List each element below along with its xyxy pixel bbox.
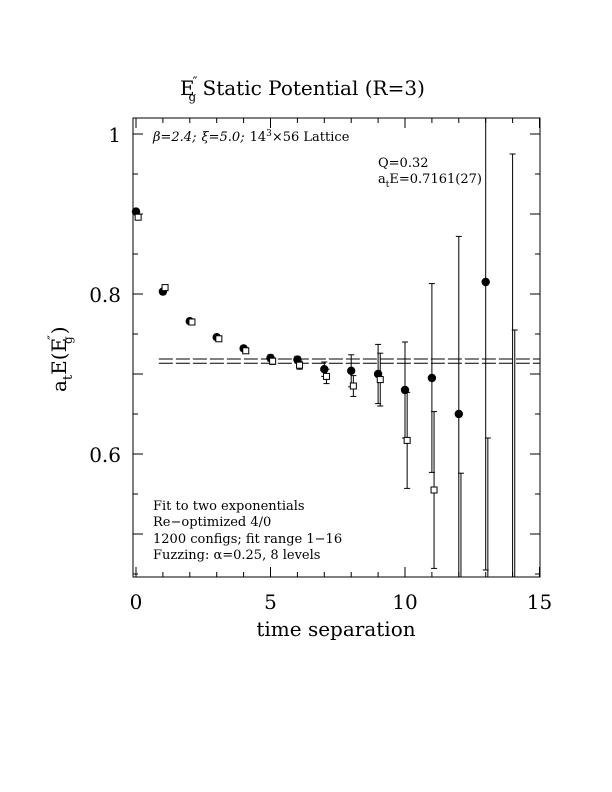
data-point — [296, 361, 304, 369]
y-tick-label: 0.6 — [89, 443, 121, 467]
y-tick-labels: 0.6 0.8 1 — [89, 123, 121, 467]
note-4: Fuzzing: α=0.25, 8 levels — [153, 548, 320, 563]
data-point — [400, 385, 410, 395]
data-point — [403, 436, 411, 444]
plot-frame — [132, 117, 541, 578]
fit-energy-label: atE=0.7161(27) — [378, 172, 482, 190]
data-point — [269, 357, 277, 365]
data-point — [347, 366, 356, 375]
data-point — [322, 372, 330, 380]
note-3: 1200 configs; fit range 1−16 — [153, 532, 342, 547]
chart-title: E″ g Static Potential (R=3) — [180, 75, 425, 104]
data-point — [188, 318, 196, 326]
x-tick-label: 10 — [392, 590, 417, 614]
data-point — [242, 347, 250, 355]
note-2: Re−optimized 4/0 — [153, 515, 271, 530]
data-point — [215, 335, 223, 343]
fit-q-label: Q=0.32 — [378, 156, 429, 171]
axis-ticks — [133, 118, 540, 577]
x-tick-label: 0 — [130, 590, 143, 614]
data-series — [131, 118, 518, 577]
data-point — [427, 373, 437, 383]
y-tick-label: 1 — [108, 123, 121, 147]
y-tick-label: 0.8 — [89, 283, 121, 307]
x-axis-label: time separation — [256, 617, 415, 641]
data-point — [481, 277, 490, 287]
x-tick-labels: 0 5 10 15 — [130, 590, 553, 614]
data-point — [430, 486, 438, 494]
x-tick-label: 15 — [527, 590, 552, 614]
data-point — [134, 213, 142, 221]
data-point — [376, 376, 384, 384]
params-label: β=2.4; ξ=5.0; 143×56 Lattice — [152, 129, 350, 145]
data-point — [454, 409, 463, 419]
data-point — [349, 382, 357, 390]
data-point — [161, 284, 169, 292]
x-tick-label: 5 — [264, 590, 277, 614]
y-axis-label: atE(E″g) — [46, 326, 76, 392]
fit-band — [158, 358, 540, 364]
note-1: Fit to two exponentials — [153, 499, 305, 514]
